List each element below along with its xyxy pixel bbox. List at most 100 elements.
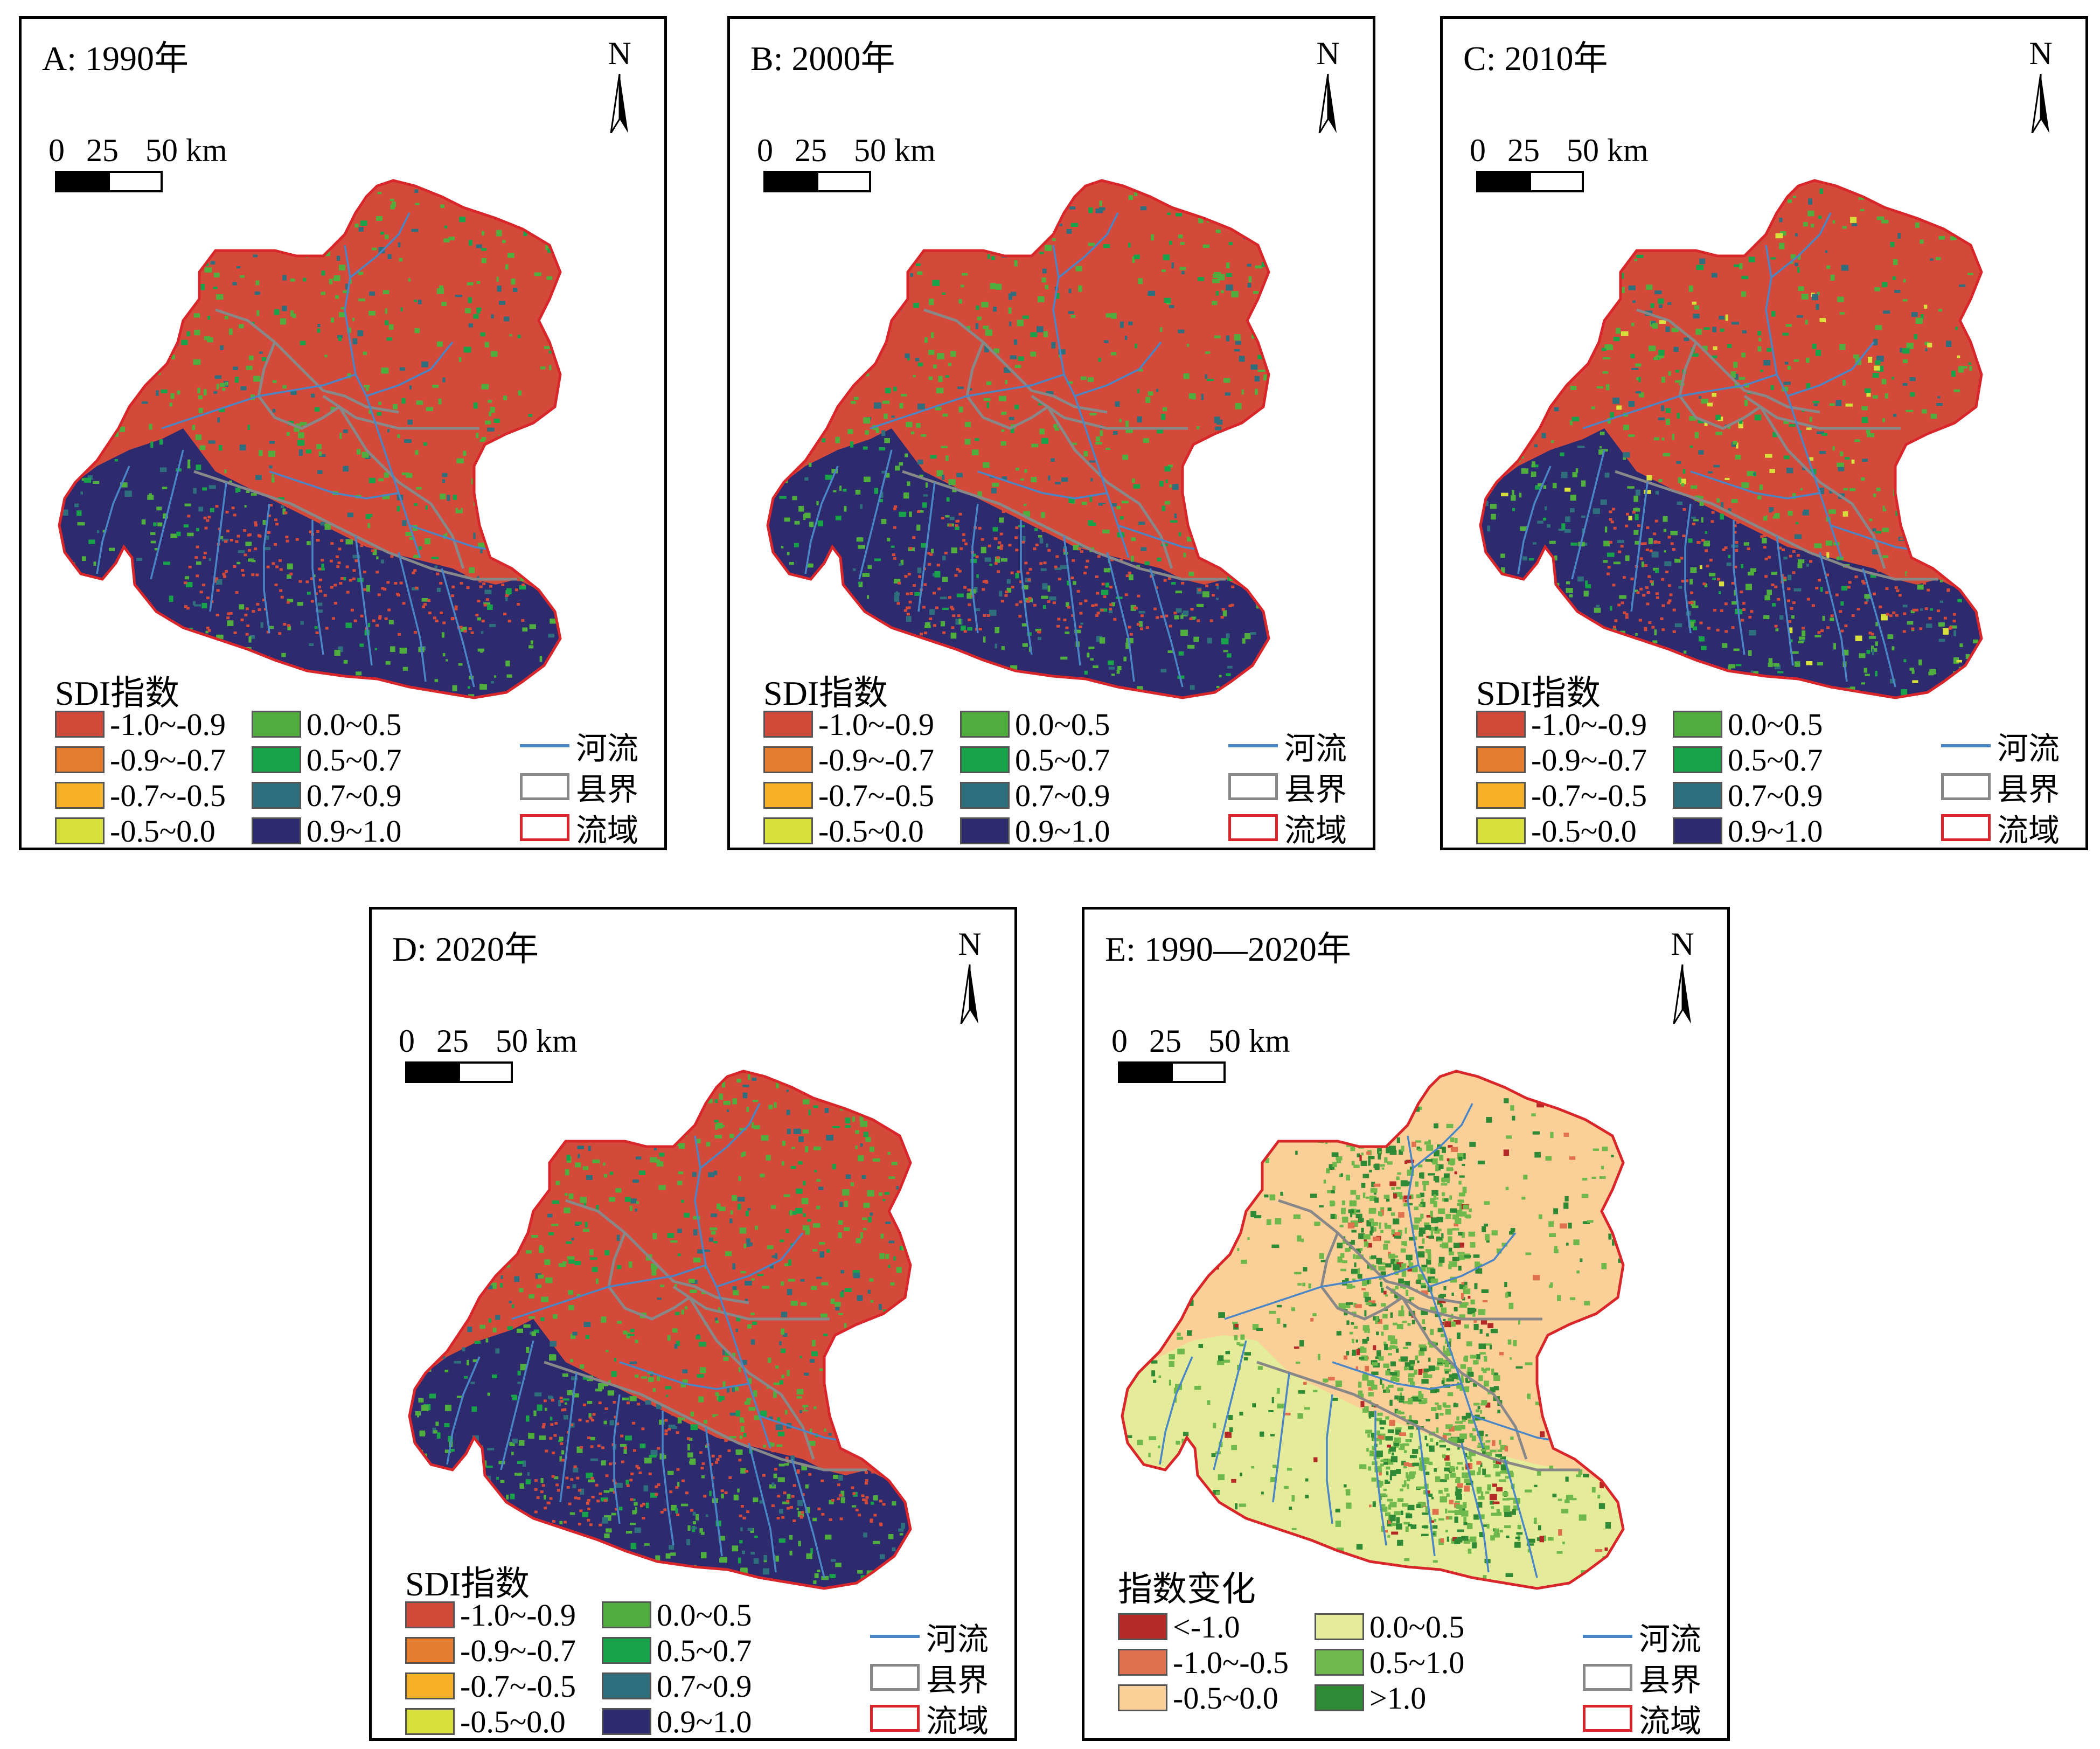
raster-speck [1595,311,1602,316]
raster-speck [802,1129,809,1134]
raster-speck [727,1449,731,1452]
raster-speck [1056,205,1062,211]
legend-swatch [602,1637,651,1664]
raster-speck [650,1493,657,1498]
raster-speck [1046,543,1048,547]
raster-speck [378,478,384,482]
raster-speck [1808,198,1812,205]
raster-speck [770,1205,776,1209]
raster-speck [343,466,349,472]
raster-speck [1743,542,1749,546]
raster-speck [489,624,496,627]
raster-speck [1268,624,1269,630]
raster-speck [287,505,290,508]
raster-speck [1663,529,1667,532]
raster-speck [1775,628,1779,631]
raster-speck [1830,617,1834,621]
legend-label: 河流 [576,731,639,766]
raster-speck [421,1405,429,1411]
raster-speck [563,1408,567,1411]
raster-speck [371,549,374,552]
scale-label-0: 0 [399,1023,415,1059]
raster-speck [901,1245,905,1251]
raster-speck [865,252,868,254]
raster-speck [746,1510,750,1514]
raster-speck [920,205,923,210]
raster-speck [936,237,942,241]
raster-speck [835,1444,839,1447]
raster-speck [657,1376,660,1382]
raster-speck [415,1149,419,1154]
raster-speck [1902,299,1908,302]
raster-speck [1830,614,1834,617]
raster-speck [485,598,489,601]
raster-speck [690,1458,696,1465]
raster-speck [1255,388,1258,395]
raster-speck [549,365,552,371]
raster-speck [1819,488,1824,494]
raster-speck [829,1574,836,1578]
raster-speck [1762,513,1766,516]
raster-speck [1785,505,1789,509]
raster-speck [1751,679,1758,685]
raster-speck [1227,1543,1231,1548]
raster-speck [246,365,253,370]
raster-speck [1590,217,1595,222]
raster-speck [1658,350,1665,356]
raster-speck [959,547,963,550]
river-line [1058,212,1119,279]
raster-speck [1105,582,1109,588]
raster-speck [1098,503,1106,506]
raster-speck [1763,360,1771,366]
raster-speck [774,1102,777,1108]
raster-speck [1221,608,1225,611]
raster-speck [847,429,853,434]
raster-speck [1088,505,1091,509]
legend-line-basin [870,1705,920,1732]
raster-speck [1623,425,1629,430]
raster-speck [898,1528,904,1532]
raster-speck [299,223,307,229]
raster-speck [1770,257,1776,260]
raster-speck [1169,240,1172,245]
raster-speck [955,524,958,527]
raster-speck [1923,581,1927,585]
raster-speck [1162,505,1165,511]
raster-speck [504,1096,507,1100]
raster-speck [811,1351,818,1357]
raster-speck [876,289,881,295]
raster-speck [1270,332,1272,336]
raster-speck [738,1557,741,1564]
raster-speck [871,1408,874,1411]
raster-speck [460,1190,463,1193]
raster-speck [1748,572,1754,576]
raster-speck [1926,623,1932,628]
raster-speck [1778,546,1782,550]
raster-speck [415,203,420,205]
raster-speck [1247,282,1251,288]
raster-speck [1009,417,1014,420]
raster-speck [864,1446,867,1449]
raster-speck [378,401,381,405]
raster-speck [1866,595,1869,602]
raster-speck [591,1419,594,1422]
raster-speck [881,1372,887,1377]
raster-speck [578,1489,581,1492]
raster-speck [1023,511,1031,517]
raster-speck [1924,342,1930,345]
raster-speck [742,1151,746,1156]
raster-speck [1646,217,1653,220]
raster-speck [387,254,392,259]
raster-speck [72,588,77,591]
raster-speck [835,1301,841,1307]
raster-speck [907,481,910,486]
raster-speck [92,397,100,401]
raster-speck [1966,674,1970,676]
raster-speck [403,516,407,519]
raster-speck [1845,457,1850,460]
raster-speck [1009,321,1012,327]
raster-speck [1889,614,1893,617]
raster-speck [1226,633,1230,638]
raster-speck [884,413,888,419]
raster-speck [945,515,950,518]
